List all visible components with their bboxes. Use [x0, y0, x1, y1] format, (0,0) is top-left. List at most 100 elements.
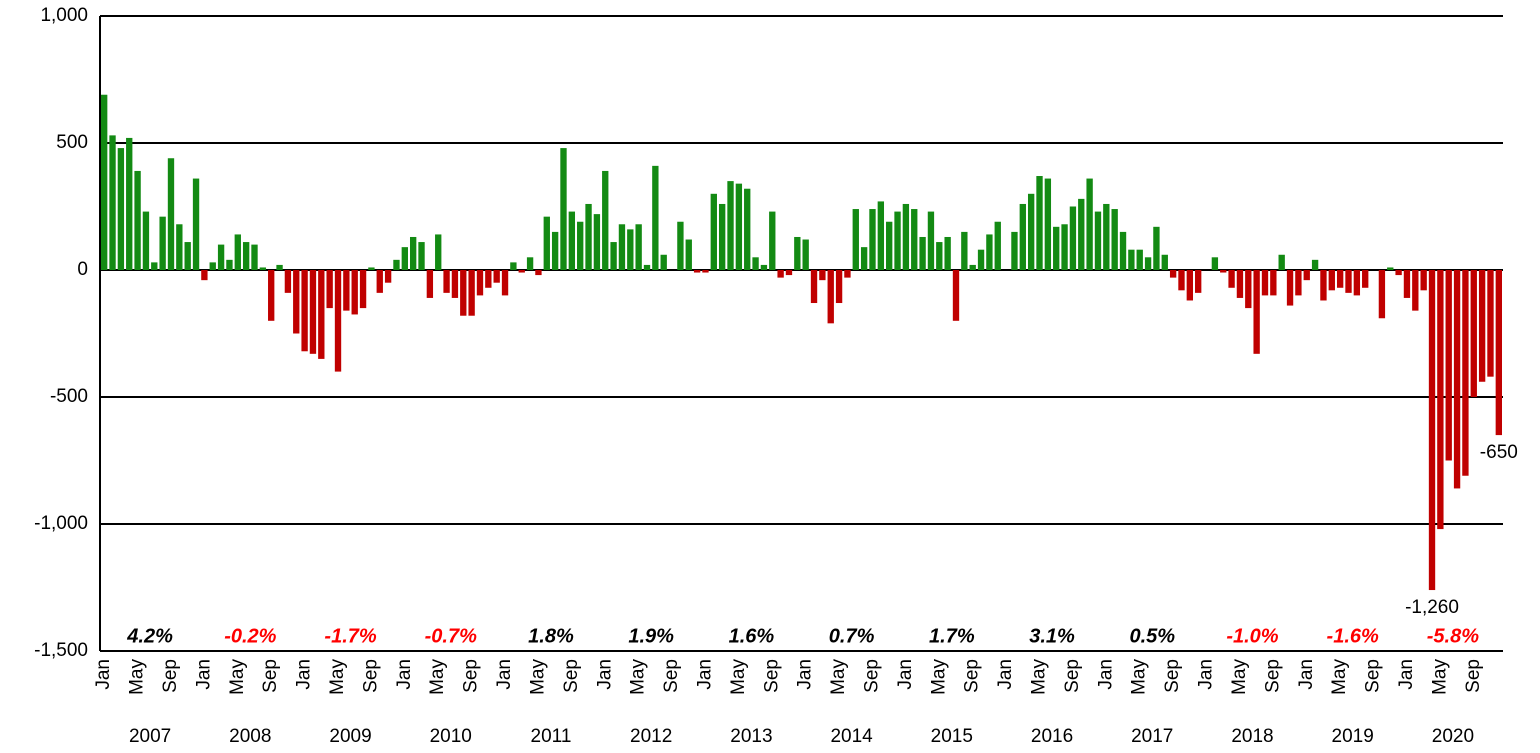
bar	[1395, 270, 1402, 276]
bar	[343, 270, 350, 311]
bar	[1278, 254, 1285, 270]
x-tick-label: Sep	[761, 659, 782, 693]
bar	[877, 201, 885, 270]
x-tick-label: Sep	[360, 659, 381, 693]
bar	[117, 148, 125, 270]
bar	[1311, 259, 1319, 270]
bar	[543, 216, 550, 270]
bar	[1378, 270, 1386, 319]
x-tick-label: May	[1429, 659, 1450, 695]
bar	[1261, 270, 1269, 296]
bar	[660, 254, 667, 270]
bar	[217, 244, 225, 270]
bar	[1153, 226, 1160, 270]
bar	[126, 137, 133, 270]
bar	[142, 211, 150, 270]
x-tick-label: Sep	[962, 659, 983, 693]
x-tick-label: Sep	[1363, 659, 1384, 693]
bar	[593, 214, 601, 270]
x-tick-label: Sep	[1463, 659, 1484, 693]
x-tick-label: May	[427, 659, 448, 695]
bar	[518, 270, 525, 273]
bar	[393, 259, 400, 270]
bar	[952, 270, 960, 321]
bar	[293, 270, 300, 334]
annotation: -0.2%	[224, 625, 276, 647]
bar	[1103, 203, 1110, 270]
bar	[835, 270, 843, 304]
bar	[718, 203, 726, 270]
annotation: -5.8%	[1427, 625, 1479, 647]
bar	[643, 264, 651, 270]
data-label: -650	[1480, 442, 1518, 463]
x-tick-label: May	[1229, 659, 1250, 695]
bar	[1253, 270, 1260, 354]
bar	[401, 247, 408, 270]
bar	[869, 209, 876, 270]
bar	[101, 94, 108, 271]
x-tick-label: Jan	[1396, 659, 1417, 690]
bar	[1236, 270, 1244, 298]
annotation: 1.8%	[528, 625, 574, 647]
bar	[1086, 178, 1093, 270]
bar	[501, 270, 509, 296]
bar	[351, 270, 358, 315]
bar	[585, 203, 592, 270]
bar	[1053, 226, 1060, 270]
x-tick-label: Jan	[193, 659, 214, 690]
x-tick-label: Jan	[494, 659, 515, 690]
x-tick-label: Sep	[1162, 659, 1183, 693]
bar	[602, 170, 609, 270]
bar	[1453, 270, 1461, 489]
bar	[927, 211, 935, 270]
x-tick-label: May	[828, 659, 849, 695]
bar	[1178, 270, 1185, 291]
year-label: 2016	[1031, 726, 1073, 747]
bar	[1119, 231, 1127, 270]
bar	[1362, 270, 1369, 288]
x-tick-label: Jan	[1196, 659, 1217, 690]
bar	[409, 236, 417, 270]
x-tick-label: Sep	[461, 659, 482, 693]
bar	[1470, 270, 1477, 397]
x-tick-label: Jan	[294, 659, 315, 690]
y-tick-label: 0	[77, 259, 88, 280]
bar	[844, 270, 851, 278]
bar	[1353, 270, 1361, 296]
bar	[994, 221, 1001, 270]
y-tick-label: -1,500	[34, 640, 88, 661]
x-tick-label: Jan	[694, 659, 715, 690]
bar	[961, 231, 968, 270]
bar	[1462, 270, 1469, 476]
y-tick-label: -500	[50, 386, 88, 407]
bar	[1061, 224, 1068, 270]
bar	[1428, 270, 1436, 591]
bar	[1220, 270, 1227, 273]
x-tick-label: May	[227, 659, 248, 695]
bar	[368, 267, 375, 270]
bar	[560, 148, 567, 270]
y-tick-label: -1,000	[34, 513, 88, 534]
year-label: 2010	[430, 726, 472, 747]
x-tick-label: Jan	[93, 659, 114, 690]
bar	[852, 209, 859, 270]
x-tick-label: Jan	[394, 659, 415, 690]
bar	[443, 270, 450, 293]
bar	[334, 270, 342, 372]
x-tick-label: Jan	[895, 659, 916, 690]
bar	[777, 270, 784, 278]
bar	[176, 224, 183, 270]
annotation: 0.7%	[829, 625, 875, 647]
bar	[493, 270, 500, 283]
bar	[326, 270, 333, 309]
x-tick-label: Sep	[260, 659, 281, 693]
x-tick-label: May	[1029, 659, 1050, 695]
bar	[284, 270, 292, 293]
annotation: 1.6%	[729, 625, 775, 647]
data-label: -1,260	[1405, 597, 1459, 618]
bar	[1345, 270, 1352, 293]
bar	[610, 242, 617, 270]
x-tick-label: May	[928, 659, 949, 695]
bar	[192, 178, 200, 270]
bar	[727, 181, 734, 270]
